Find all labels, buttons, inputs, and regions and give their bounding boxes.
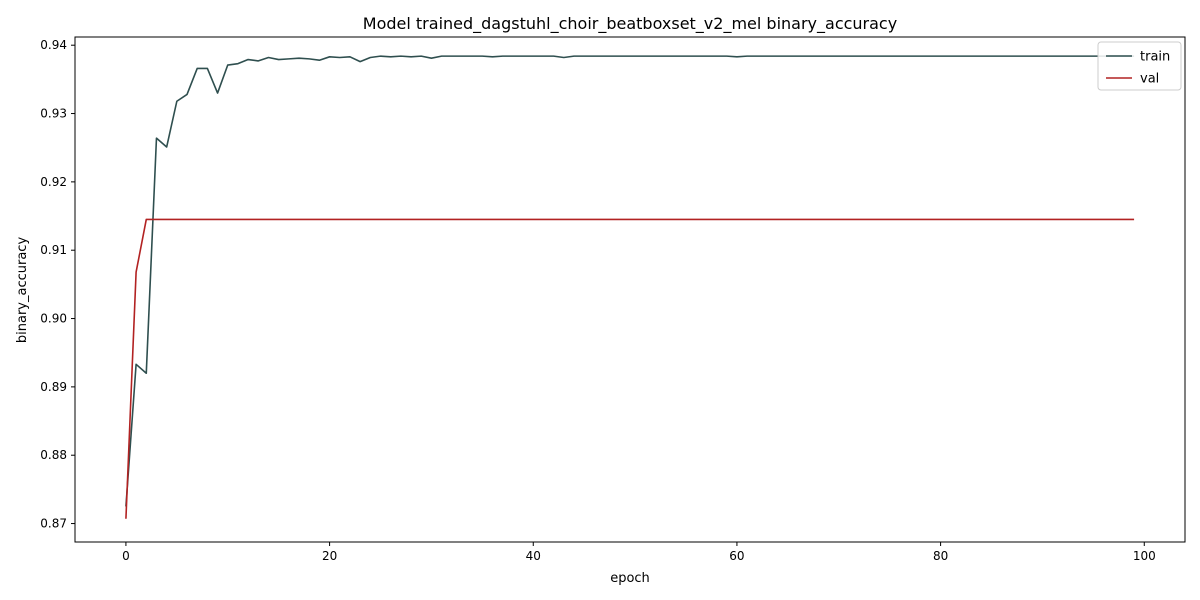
y-tick-label: 0.90 <box>40 312 67 326</box>
legend-label-train: train <box>1140 50 1170 65</box>
y-tick-label: 0.87 <box>40 517 67 531</box>
x-tick-label: 40 <box>526 549 541 563</box>
y-axis: 0.87 0.88 0.89 0.90 0.91 0.92 0.93 0.94 <box>40 38 75 530</box>
x-axis: 0 20 40 60 80 100 <box>122 542 1156 563</box>
x-tick-label: 100 <box>1133 549 1156 563</box>
x-tick-label: 60 <box>729 549 744 563</box>
y-tick-label: 0.93 <box>40 107 67 121</box>
y-tick-label: 0.89 <box>40 380 67 394</box>
legend: train val <box>1098 42 1181 90</box>
series-layer <box>126 56 1134 519</box>
x-tick-label: 80 <box>933 549 948 563</box>
y-tick-label: 0.94 <box>40 38 67 52</box>
x-tick-label: 0 <box>122 549 130 563</box>
series-line-train <box>126 56 1134 506</box>
series-line-val <box>126 219 1134 518</box>
y-tick-label: 0.88 <box>40 448 67 462</box>
chart-title: Model trained_dagstuhl_choir_beatboxset_… <box>363 14 897 34</box>
x-tick-label: 20 <box>322 549 337 563</box>
y-tick-label: 0.92 <box>40 175 67 189</box>
plot-frame <box>75 37 1185 542</box>
x-axis-title: epoch <box>610 571 650 586</box>
legend-label-val: val <box>1140 72 1159 87</box>
y-tick-label: 0.91 <box>40 243 67 257</box>
y-axis-title: binary_accuracy <box>15 237 30 344</box>
